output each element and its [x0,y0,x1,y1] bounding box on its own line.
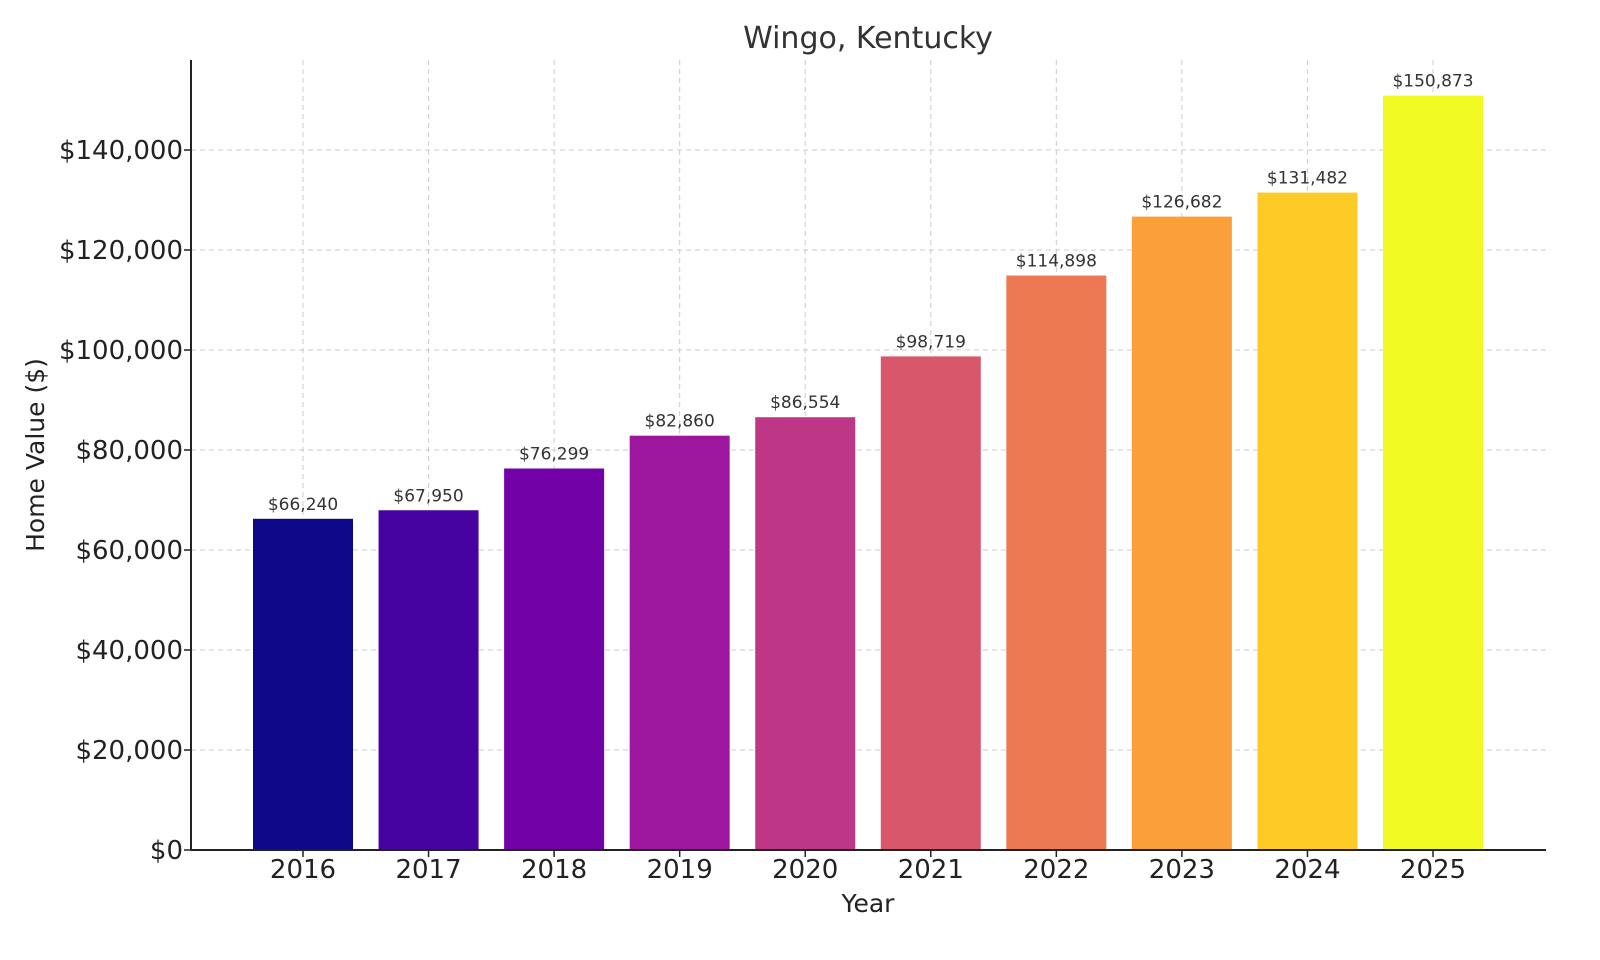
chart-title: Wingo, Kentucky [743,21,993,56]
bar-2018 [504,468,605,850]
x-axis-ticks: 2016 2017 2018 2019 2020 2021 2022 2023 2024 2025 [270,850,1466,885]
data-label-2019: $82,860 [645,412,715,432]
data-label-2018: $76,299 [519,445,589,465]
y-tick-label: $80,000 [75,436,183,466]
bar-2024 [1257,192,1358,851]
bar-2016 [253,518,353,850]
x-tick-label: 2018 [521,855,587,885]
bar-2017 [378,510,479,850]
bars [253,95,1483,851]
x-axis-label: Year [841,889,896,918]
data-label-2022: $114,898 [1016,252,1097,272]
x-tick-label: 2024 [1274,855,1340,885]
x-tick-label: 2017 [395,855,461,885]
data-label-2025: $150,873 [1392,72,1473,92]
bar-2019 [629,435,730,850]
bar-2020 [755,417,856,850]
data-label-2021: $98,719 [896,332,966,352]
axes [190,60,1546,851]
y-tick-label: $120,000 [59,236,183,266]
y-axis-label: Home Value ($) [21,358,50,552]
x-tick-label: 2016 [270,855,336,885]
y-axis-ticks: $0 $20,000 $40,000 $60,000 $80,000 $100,000 $1… [59,136,191,866]
data-labels: $66,240 $67,950 $76,299 $82,860 $86,554 $98,7… [268,72,1474,515]
y-tick-label: $100,000 [59,336,183,366]
data-label-2017: $67,950 [393,486,463,506]
bar-2021 [880,356,981,850]
x-tick-label: 2021 [898,855,964,885]
y-tick-label: $40,000 [75,636,183,666]
y-tick-label: $0 [150,836,183,866]
bar-2022 [1006,275,1107,850]
data-label-2016: $66,240 [268,495,338,515]
x-tick-label: 2020 [772,855,838,885]
x-tick-label: 2025 [1400,855,1466,885]
y-tick-label: $60,000 [75,536,183,566]
bar-2025 [1383,95,1483,850]
data-label-2023: $126,682 [1141,193,1222,213]
bar-2023 [1131,216,1232,851]
data-label-2020: $86,554 [770,393,840,413]
data-label-2024: $131,482 [1267,169,1348,189]
y-tick-label: $140,000 [59,136,183,166]
x-tick-label: 2023 [1149,855,1215,885]
y-tick-label: $20,000 [75,736,183,766]
x-tick-label: 2019 [647,855,713,885]
x-tick-label: 2022 [1023,855,1089,885]
